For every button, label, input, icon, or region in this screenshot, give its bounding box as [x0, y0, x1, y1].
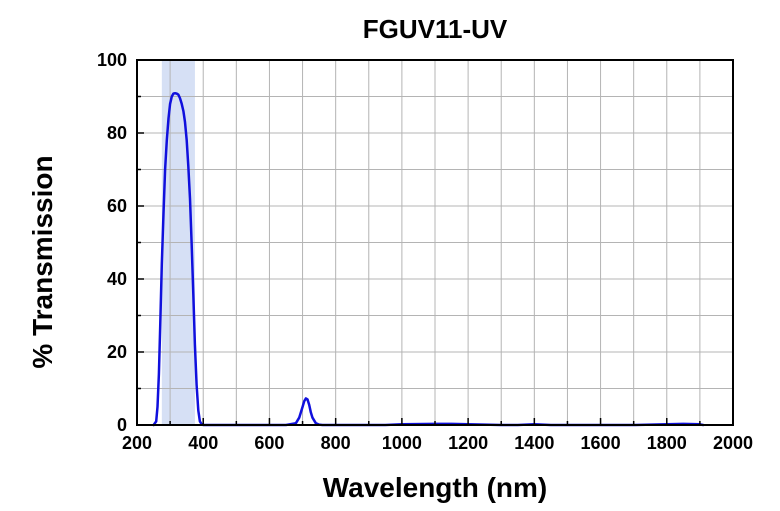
y-tick-labels: 0 20 40 60 80 100	[97, 50, 127, 435]
y-tick-label: 0	[117, 415, 127, 435]
grid-layer	[137, 60, 733, 425]
y-tick-label: 100	[97, 50, 127, 70]
y-axis-label: % Transmission	[27, 155, 58, 368]
y-tick-label: 60	[107, 196, 127, 216]
x-tick-label: 800	[321, 433, 351, 453]
x-tick-label: 1000	[382, 433, 422, 453]
x-tick-label: 400	[188, 433, 218, 453]
chart-title: FGUV11-UV	[363, 14, 508, 44]
x-tick-labels: 200 400 600 800 1000 1200 1400 1600 1800 2000	[122, 433, 753, 453]
x-tick-label: 1400	[514, 433, 554, 453]
x-axis-label: Wavelength (nm)	[323, 472, 548, 503]
x-tick-label: 2000	[713, 433, 753, 453]
y-tick-label: 20	[107, 342, 127, 362]
x-tick-label: 200	[122, 433, 152, 453]
y-tick-label: 40	[107, 269, 127, 289]
tick-layer	[136, 59, 734, 426]
y-tick-label: 80	[107, 123, 127, 143]
x-tick-label: 1200	[448, 433, 488, 453]
x-tick-label: 600	[254, 433, 284, 453]
x-tick-label: 1600	[581, 433, 621, 453]
x-tick-label: 1800	[647, 433, 687, 453]
